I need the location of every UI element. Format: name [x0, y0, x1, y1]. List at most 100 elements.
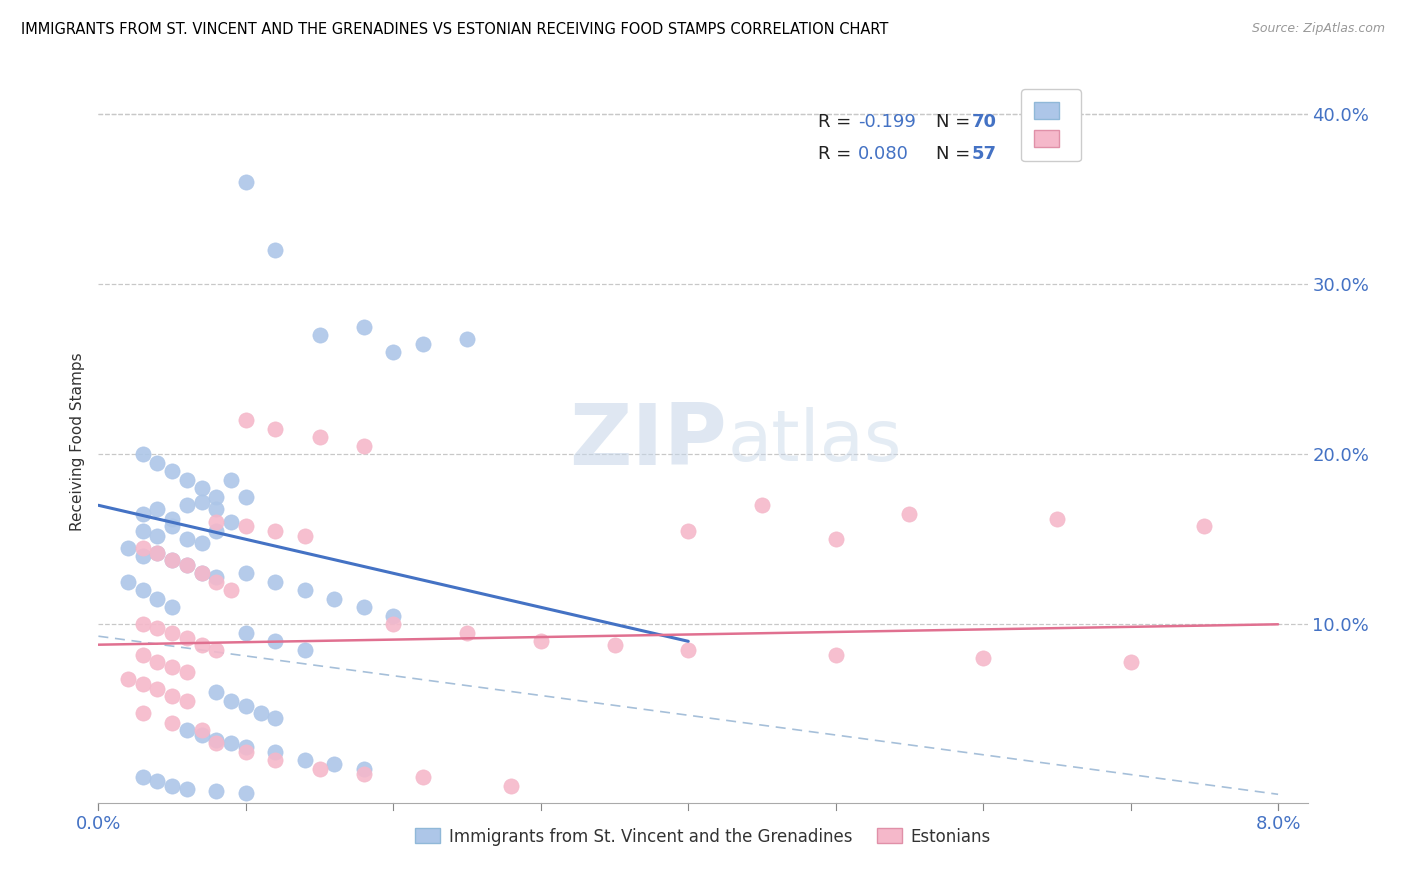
Point: [146, 655, 169, 669]
Point: [219, 694, 242, 708]
Text: ZIP: ZIP: [569, 400, 727, 483]
Point: [235, 698, 257, 713]
Point: [456, 625, 478, 640]
Point: [205, 784, 228, 798]
Point: [382, 345, 405, 359]
Point: [146, 591, 169, 606]
Point: [146, 456, 169, 470]
Text: R =: R =: [818, 145, 856, 163]
Point: [146, 546, 169, 560]
Point: [824, 648, 846, 662]
Point: [190, 481, 212, 495]
Point: [603, 638, 626, 652]
Text: N =: N =: [936, 145, 976, 163]
Point: [160, 552, 183, 566]
Point: [176, 631, 198, 645]
Point: [264, 711, 287, 725]
Point: [176, 782, 198, 797]
Point: [131, 770, 153, 784]
Text: R =: R =: [818, 112, 856, 131]
Point: [190, 728, 212, 742]
Point: [205, 524, 228, 538]
Point: [117, 541, 139, 555]
Point: [131, 507, 153, 521]
Point: [264, 244, 287, 258]
Point: [205, 732, 228, 747]
Point: [160, 660, 183, 674]
Point: [146, 546, 169, 560]
Point: [678, 524, 700, 538]
Point: [323, 591, 346, 606]
Point: [824, 533, 846, 547]
Point: [176, 694, 198, 708]
Point: [160, 715, 183, 730]
Point: [176, 558, 198, 572]
Text: atlas: atlas: [727, 407, 901, 476]
Point: [160, 512, 183, 526]
Point: [190, 566, 212, 581]
Point: [160, 779, 183, 793]
Point: [131, 583, 153, 598]
Point: [235, 745, 257, 759]
Point: [160, 600, 183, 615]
Point: [751, 498, 773, 512]
Point: [308, 762, 330, 776]
Point: [353, 319, 375, 334]
Point: [264, 524, 287, 538]
Point: [235, 566, 257, 581]
Point: [235, 490, 257, 504]
Point: [308, 328, 330, 343]
Point: [190, 566, 212, 581]
Text: 70: 70: [972, 112, 997, 131]
Point: [353, 762, 375, 776]
Point: [131, 541, 153, 555]
Point: [190, 495, 212, 509]
Point: [131, 648, 153, 662]
Point: [235, 175, 257, 189]
Point: [205, 642, 228, 657]
Point: [176, 723, 198, 737]
Text: IMMIGRANTS FROM ST. VINCENT AND THE GRENADINES VS ESTONIAN RECEIVING FOOD STAMPS: IMMIGRANTS FROM ST. VINCENT AND THE GREN…: [21, 22, 889, 37]
Point: [205, 736, 228, 750]
Legend: Immigrants from St. Vincent and the Grenadines, Estonians: Immigrants from St. Vincent and the Gren…: [409, 821, 997, 852]
Point: [294, 529, 316, 543]
Point: [294, 642, 316, 657]
Point: [117, 672, 139, 686]
Point: [131, 447, 153, 461]
Point: [323, 756, 346, 771]
Point: [264, 745, 287, 759]
Point: [382, 617, 405, 632]
Point: [176, 498, 198, 512]
Point: [353, 767, 375, 781]
Point: [190, 723, 212, 737]
Point: [131, 617, 153, 632]
Text: 57: 57: [972, 145, 997, 163]
Point: [294, 753, 316, 767]
Point: [501, 779, 523, 793]
Point: [264, 634, 287, 648]
Point: [353, 600, 375, 615]
Point: [160, 518, 183, 533]
Point: [264, 422, 287, 436]
Point: [146, 773, 169, 788]
Point: [1046, 512, 1069, 526]
Y-axis label: Receiving Food Stamps: Receiving Food Stamps: [69, 352, 84, 531]
Point: [131, 524, 153, 538]
Point: [294, 583, 316, 598]
Point: [235, 786, 257, 800]
Point: [205, 516, 228, 530]
Point: [972, 651, 994, 665]
Point: [219, 516, 242, 530]
Point: [235, 739, 257, 754]
Point: [146, 681, 169, 696]
Point: [264, 574, 287, 589]
Text: N =: N =: [936, 112, 976, 131]
Point: [160, 464, 183, 478]
Point: [1119, 655, 1142, 669]
Point: [146, 501, 169, 516]
Point: [205, 574, 228, 589]
Point: [205, 685, 228, 699]
Point: [235, 518, 257, 533]
Point: [1194, 518, 1216, 533]
Point: [205, 501, 228, 516]
